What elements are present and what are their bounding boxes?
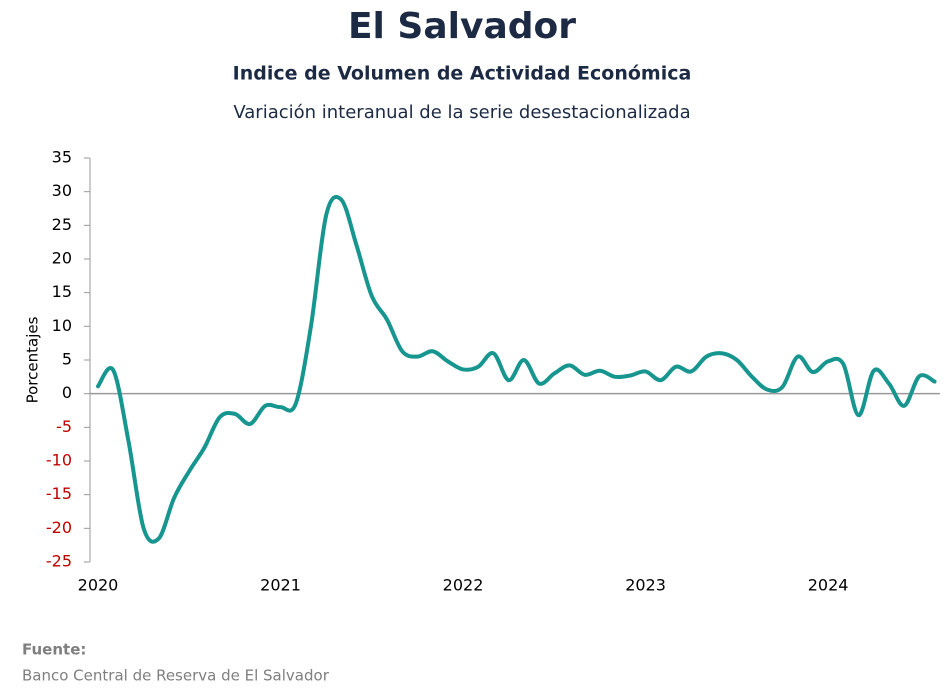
x-tick-label: 2020 — [78, 576, 119, 595]
y-tick-label: 15 — [52, 282, 72, 301]
source-label: Fuente: — [22, 641, 86, 659]
source: Banco Central de Reserva de El Salvador — [22, 667, 330, 685]
y-tick-label: -20 — [46, 518, 72, 537]
chart-caption: Variación interanual de la serie desesta… — [233, 102, 690, 123]
x-tick-label: 2023 — [625, 576, 666, 595]
y-tick-label: -5 — [56, 417, 72, 436]
y-tick-label: 0 — [62, 383, 72, 402]
x-tick-label: 2021 — [260, 576, 301, 595]
chart-title: El Salvador — [348, 6, 576, 47]
chart-subtitle: Indice de Volumen de Actividad Económica — [233, 63, 692, 85]
y-axis-label: Porcentajes — [24, 316, 42, 403]
y-tick-label: 25 — [52, 215, 72, 234]
y-tick-label: -10 — [46, 451, 72, 470]
y-tick-label: 5 — [62, 350, 72, 369]
x-tick-label: 2024 — [808, 576, 849, 595]
y-tick-label: 20 — [52, 249, 72, 268]
y-tick-label: 30 — [52, 181, 72, 200]
y-tick-label: -25 — [46, 552, 72, 571]
y-tick-label: 35 — [52, 148, 72, 167]
data-line — [96, 194, 937, 544]
y-tick-label: -15 — [46, 484, 72, 503]
y-tick-label: 10 — [52, 316, 72, 335]
x-tick-label: 2022 — [443, 576, 484, 595]
